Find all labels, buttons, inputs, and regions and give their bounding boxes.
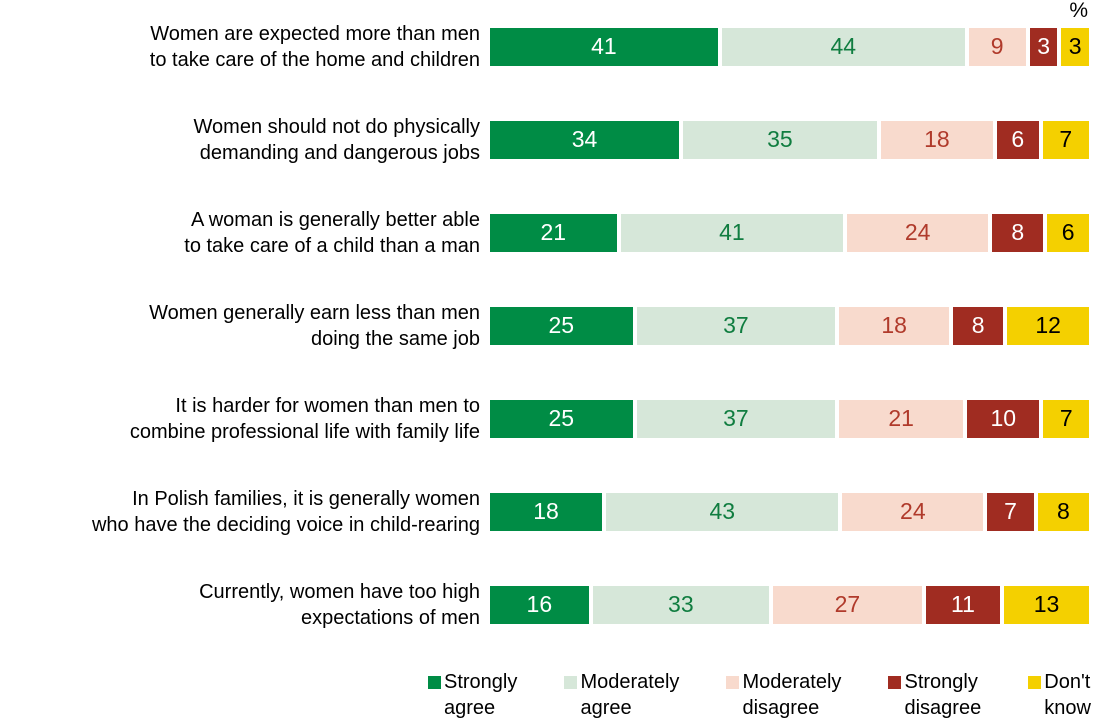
bar-segment-moderately-agree: 33 (592, 585, 769, 624)
stacked-bar: 16 33 27 11 13 (490, 585, 1089, 624)
bar-segment-moderately-agree: 41 (620, 213, 844, 252)
bar-segment-strongly-disagree: 11 (925, 585, 1001, 624)
legend-label-strongly-disagree: Strongly disagree (904, 671, 982, 719)
stacked-bar: 25 37 18 8 12 (490, 306, 1089, 345)
bar-segment-dont-know: 7 (1043, 399, 1089, 438)
bar-segment-moderately-disagree: 24 (847, 213, 989, 252)
legend-swatch-strongly-disagree (888, 676, 902, 689)
legend-swatch-strongly-agree (428, 676, 441, 689)
category-label: Currently, women have too high expectati… (199, 580, 480, 629)
category-label: Women are expected more than men to take… (149, 22, 480, 71)
bar-segment-strongly-agree: 21 (490, 213, 617, 252)
chart-row: A woman is generally better able to take… (0, 186, 1094, 279)
legend-label-strongly-agree: Strongly agree (444, 671, 518, 719)
legend-label-moderately-disagree: Moderately disagree (742, 671, 842, 719)
legend-swatch-dont-know (1028, 676, 1042, 689)
chart-row: Women should not do physically demanding… (0, 93, 1094, 186)
stacked-bar: 18 43 24 7 8 (490, 492, 1089, 531)
bar-segment-strongly-agree: 41 (490, 27, 718, 66)
chart-row: In Polish families, it is generally wome… (0, 465, 1094, 558)
bar-segment-dont-know: 6 (1047, 213, 1090, 252)
legend-item-strongly-agree: Strongly agree (428, 669, 517, 721)
bar-segment-moderately-agree: 44 (721, 27, 965, 66)
bar-segment-moderately-disagree: 18 (880, 120, 993, 159)
bar-segment-dont-know: 3 (1061, 27, 1089, 66)
bar-segment-moderately-disagree: 9 (968, 27, 1026, 66)
bar-segment-moderately-disagree: 24 (842, 492, 984, 531)
bar-segment-moderately-agree: 35 (683, 120, 877, 159)
bar-segment-strongly-agree: 25 (490, 399, 633, 438)
legend-swatch-moderately-disagree (726, 676, 740, 689)
category-label: A woman is generally better able to take… (184, 208, 480, 257)
bar-segment-dont-know: 12 (1007, 306, 1089, 345)
chart-rows: Women are expected more than men to take… (0, 0, 1094, 651)
bar-segment-strongly-agree: 18 (490, 492, 603, 531)
bar-segment-moderately-disagree: 18 (839, 306, 950, 345)
stacked-bar: 41 44 9 3 3 (490, 27, 1089, 66)
bar-segment-strongly-agree: 25 (490, 306, 633, 345)
chart-row: Currently, women have too high expectati… (0, 558, 1094, 651)
unit-label: % (1069, 0, 1088, 22)
bar-segment-strongly-agree: 34 (490, 120, 679, 159)
category-label: In Polish families, it is generally wome… (91, 487, 480, 536)
legend-item-dont-know: Don't know (1028, 669, 1091, 721)
chart-row: Women are expected more than men to take… (0, 0, 1094, 93)
stacked-bar: 34 35 18 6 7 (490, 120, 1089, 159)
bar-segment-dont-know: 7 (1042, 120, 1089, 159)
legend-item-strongly-disagree: Strongly disagree (888, 669, 981, 721)
bar-segment-moderately-agree: 37 (636, 399, 836, 438)
bar-segment-strongly-agree: 16 (490, 585, 589, 624)
legend-label-moderately-agree: Moderately agree (580, 671, 680, 719)
chart-row: It is harder for women than men to combi… (0, 372, 1094, 465)
legend-label-dont-know: Don't know (1044, 671, 1091, 719)
bar-segment-strongly-disagree: 6 (996, 120, 1039, 159)
bar-segment-strongly-disagree: 3 (1029, 27, 1058, 66)
category-label: It is harder for women than men to combi… (129, 394, 480, 443)
category-label: Women should not do physically demanding… (193, 115, 480, 164)
bar-segment-strongly-disagree: 7 (987, 492, 1034, 531)
bar-segment-dont-know: 8 (1037, 492, 1089, 531)
bar-segment-moderately-agree: 37 (636, 306, 836, 345)
bar-segment-strongly-disagree: 10 (967, 399, 1040, 438)
legend: Strongly agree Moderately agree Moderately… (428, 669, 1091, 721)
legend-item-moderately-agree: Moderately agree (564, 669, 679, 721)
bar-segment-moderately-agree: 43 (606, 492, 839, 531)
chart-row: Women generally earn less than men doing… (0, 279, 1094, 372)
category-label: Women generally earn less than men doing… (149, 301, 480, 350)
bar-segment-strongly-disagree: 8 (953, 306, 1004, 345)
bar-segment-moderately-disagree: 21 (839, 399, 964, 438)
legend-swatch-moderately-agree (564, 676, 578, 689)
legend-item-moderately-disagree: Moderately disagree (726, 669, 841, 721)
stacked-bar: 21 41 24 8 6 (490, 213, 1090, 252)
bar-segment-moderately-disagree: 27 (772, 585, 922, 624)
stacked-bar: 25 37 21 10 7 (490, 399, 1089, 438)
bar-segment-strongly-disagree: 8 (992, 213, 1044, 252)
bar-segment-dont-know: 13 (1004, 585, 1089, 624)
